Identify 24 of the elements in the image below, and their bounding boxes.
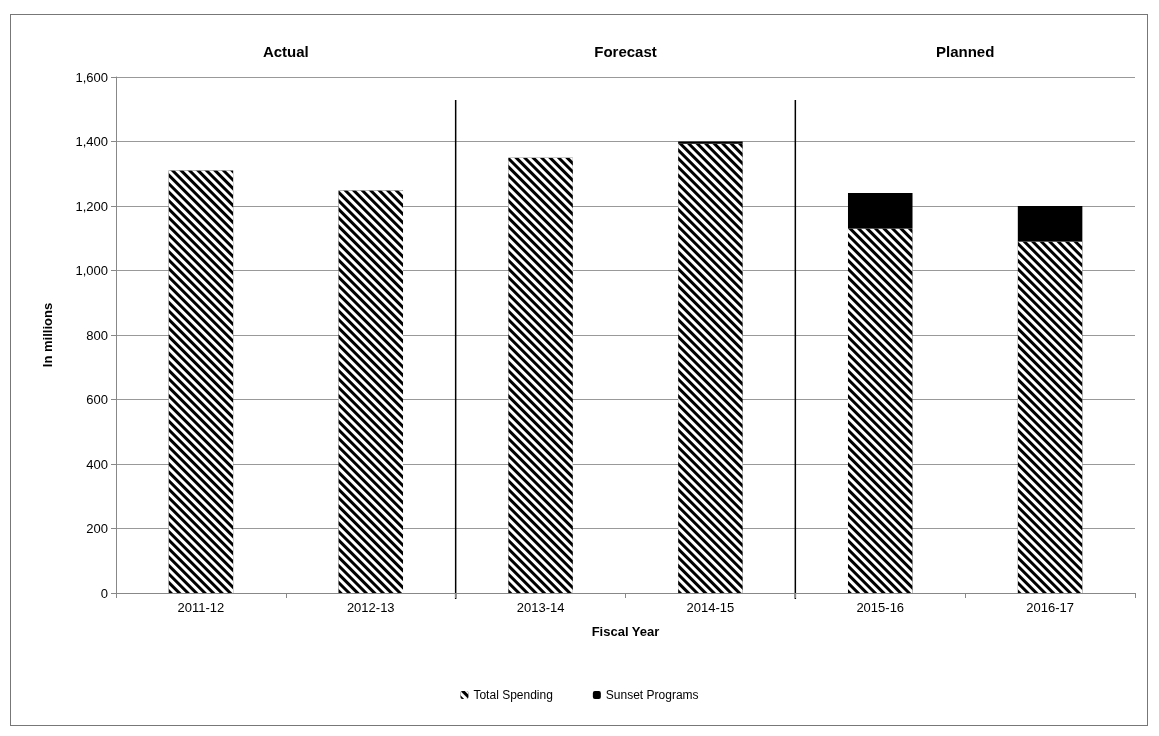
x-tick-label: 2011-12 — [177, 600, 225, 615]
y-tick-label: 1,600 — [75, 69, 108, 85]
y-tick-label: 200 — [86, 521, 108, 536]
y-axis-title: In millions — [40, 302, 55, 368]
x-tick-label: 2013-14 — [516, 600, 565, 615]
bar — [847, 193, 913, 229]
legend-label: Total Spending — [473, 688, 553, 702]
x-tick-label: 2015-16 — [856, 600, 905, 615]
x-tick-label: 2014-15 — [686, 600, 735, 615]
y-tick-label: 600 — [86, 392, 108, 407]
text: Planned — [935, 43, 995, 60]
y-tick-label: 1,000 — [75, 263, 108, 278]
y-tick-label: 0 — [100, 585, 108, 601]
x-axis-title: Fiscal Year — [591, 624, 660, 639]
x-tick-label: 2016-17 — [1026, 600, 1074, 615]
text: Forecast — [594, 43, 657, 60]
y-tick-label: 400 — [86, 456, 108, 472]
legend-label: Sunset Programs — [605, 688, 699, 702]
text: Actual — [262, 43, 309, 60]
y-tick-label: 1,200 — [75, 198, 108, 214]
bar — [1017, 206, 1083, 242]
y-tick-label: 800 — [86, 327, 108, 343]
y-tick-label: 1,400 — [75, 134, 108, 149]
x-tick-label: 2012-13 — [346, 600, 395, 615]
